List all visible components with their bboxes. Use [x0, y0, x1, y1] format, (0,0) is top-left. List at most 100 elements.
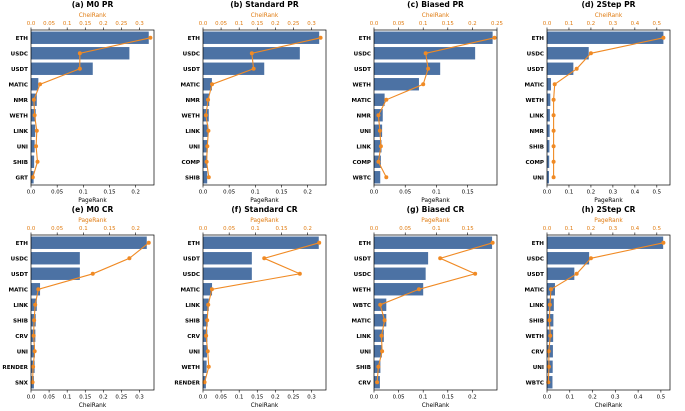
- category-label: LINK: [13, 129, 28, 135]
- panel-title: (a) M0 PR: [72, 0, 114, 9]
- bottom-tick-label: 0.1: [565, 395, 574, 401]
- category-label: MATIC: [9, 287, 28, 293]
- top-tick-label: 0.0: [27, 226, 36, 232]
- top-tick-label: 0.0: [27, 21, 36, 27]
- bottom-tick-label: 0.2: [303, 190, 312, 196]
- line-point-usdc: [588, 256, 593, 261]
- bottom-tick-label: 0.2: [99, 395, 108, 401]
- top-axis-label: CheiRank: [79, 13, 107, 19]
- category-label: MATIC: [525, 82, 544, 88]
- category-label: LINK: [529, 303, 544, 309]
- line-point-usdt: [262, 256, 267, 261]
- top-tick-label: 0.15: [462, 226, 474, 232]
- category-label: USDC: [354, 272, 371, 278]
- bar-weth: [374, 78, 419, 91]
- category-label: LINK: [13, 303, 28, 309]
- bar-eth: [31, 236, 147, 249]
- line-point-link: [33, 302, 38, 307]
- line-point-uni: [205, 144, 210, 149]
- bar-usdt: [203, 62, 265, 75]
- category-label: MATIC: [525, 287, 544, 293]
- category-label: UNI: [17, 144, 28, 150]
- bar-usdc: [374, 267, 426, 280]
- category-label: SHIB: [185, 175, 200, 181]
- bottom-tick-label: 0.05: [215, 395, 227, 401]
- line-point-link: [378, 144, 383, 149]
- bottom-tick-label: 0.5: [657, 395, 666, 401]
- line-point-uni: [205, 349, 210, 354]
- bar-eth: [374, 236, 493, 249]
- chart-panel-2: (b) Standard PR ETH USDC USDT MATIC NMR WETH LI…: [181, 0, 327, 204]
- category-label: MATIC: [352, 318, 371, 324]
- category-label: ETH: [188, 36, 201, 42]
- category-label: ETH: [359, 36, 372, 42]
- top-axis-label: CheiRank: [595, 13, 623, 19]
- bottom-tick-label: 0.15: [104, 190, 116, 196]
- category-label: COMP: [181, 160, 200, 166]
- line-point-comp: [376, 159, 381, 164]
- category-label: USDC: [527, 51, 544, 57]
- category-label: CRV: [187, 334, 200, 340]
- overlay-line: [204, 242, 320, 383]
- bar-usdt: [547, 267, 575, 280]
- category-label: COMP: [525, 160, 544, 166]
- line-point-weth: [203, 113, 208, 118]
- category-label: UNI: [17, 349, 28, 355]
- line-point-crv: [31, 333, 36, 338]
- bottom-tick-label: 0.25: [115, 395, 127, 401]
- bottom-tick-label: 0.2: [271, 395, 280, 401]
- bottom-tick-label: 0.2: [468, 395, 477, 401]
- line-point-eth: [317, 240, 322, 245]
- top-tick-label: 0.25: [115, 21, 127, 27]
- line-point-crv: [546, 349, 551, 354]
- bottom-tick-label: 0.3: [307, 395, 316, 401]
- category-label: USDC: [527, 256, 544, 262]
- bar-link: [203, 124, 209, 137]
- top-tick-label: 0.3: [307, 21, 316, 27]
- line-point-weth: [548, 333, 553, 338]
- bar-wbtc: [374, 171, 381, 184]
- bottom-tick-label: 0.0: [370, 190, 379, 196]
- bar-link: [203, 298, 209, 311]
- bottom-axis-label: PageRank: [250, 198, 279, 204]
- top-tick-label: 0.05: [51, 226, 63, 232]
- top-tick-label: 0.2: [99, 21, 108, 27]
- bottom-axis-label: CheiRank: [422, 403, 450, 409]
- bar-comp: [547, 155, 550, 168]
- bar-matic: [203, 78, 212, 91]
- bar-usdt: [203, 252, 252, 265]
- category-label: USDC: [183, 51, 200, 57]
- top-tick-label: 0.05: [223, 226, 235, 232]
- top-tick-label: 0.0: [199, 226, 208, 232]
- category-label: UNI: [533, 175, 544, 181]
- bar-matic: [31, 78, 39, 91]
- top-tick-label: 0.4: [631, 21, 640, 27]
- top-tick-label: 0.15: [251, 21, 263, 27]
- line-point-usdc: [297, 271, 302, 276]
- category-label: ETH: [532, 241, 545, 247]
- line-point-matic: [382, 318, 387, 323]
- category-label: USDC: [183, 272, 200, 278]
- top-tick-label: 0.05: [399, 226, 411, 232]
- line-point-weth: [421, 82, 426, 87]
- bottom-tick-label: 0.3: [609, 190, 618, 196]
- overlay-line: [547, 242, 664, 383]
- top-tick-label: 0.05: [43, 21, 55, 27]
- bar-weth: [374, 283, 424, 296]
- bottom-tick-label: 0.3: [611, 395, 620, 401]
- line-point-uni: [380, 349, 385, 354]
- bar-matic: [374, 93, 385, 106]
- top-axis-label: PageRank: [78, 218, 107, 224]
- line-point-weth: [551, 97, 556, 102]
- category-label: USDC: [11, 256, 28, 262]
- bottom-tick-label: 0.15: [251, 395, 263, 401]
- bottom-tick-label: 0.1: [235, 395, 244, 401]
- top-tick-label: 0.1: [565, 21, 574, 27]
- bar-eth: [31, 31, 149, 44]
- category-label: LINK: [356, 334, 371, 340]
- line-point-usdt: [90, 271, 95, 276]
- line-point-snx: [30, 380, 35, 385]
- bar-eth: [547, 31, 664, 44]
- category-label: LINK: [185, 129, 200, 135]
